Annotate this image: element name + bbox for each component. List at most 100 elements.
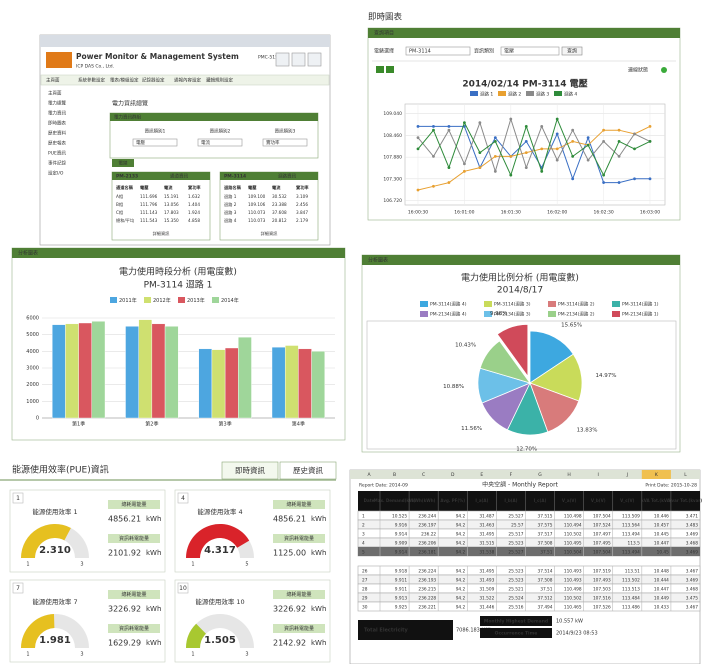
query-button[interactable] <box>561 46 583 56</box>
card-id-box <box>177 492 189 504</box>
highest-box <box>480 616 552 626</box>
series-point <box>447 166 451 169</box>
data-cell: 10.447 <box>654 586 669 592</box>
series-point <box>617 154 621 158</box>
series-point <box>478 166 482 169</box>
data-cell: 37.51 <box>540 549 553 555</box>
pie-slice <box>479 340 532 384</box>
energy-label: 資訊耗電能量 <box>284 535 314 542</box>
data-cell: 25.523 <box>508 568 523 574</box>
x-tick-label: 第3季 <box>219 421 232 428</box>
bar <box>125 326 139 419</box>
highest-label: Monthly Highest Demand <box>484 619 548 625</box>
x-tick-label: 16:03:00 <box>640 210 660 216</box>
series-point <box>432 184 435 188</box>
legend-label: 迴路 1 <box>480 91 493 98</box>
meter-button-text: 電錶 <box>119 160 128 167</box>
data-cell: 25.527 <box>508 549 523 555</box>
meter-button <box>112 159 134 167</box>
bar <box>52 324 66 419</box>
data-cell: 236.224 <box>418 568 436 574</box>
column-letter: K <box>655 472 659 478</box>
data-cell: 9.914 <box>395 549 408 555</box>
data-cell: 110.502 <box>564 531 582 537</box>
header-row <box>358 491 700 511</box>
data-cell: 107.519 <box>593 568 611 574</box>
legend-swatch <box>612 311 620 317</box>
data-cell: 107.497 <box>593 531 611 537</box>
meter-cell: A相 <box>116 193 123 200</box>
header-icon <box>291 52 306 67</box>
legend-label: PM-3114(迴路 3) <box>494 301 531 308</box>
data-cell: 31.495 <box>479 531 494 537</box>
series-line <box>417 117 651 174</box>
data-cell: 10.433 <box>654 604 669 610</box>
data-cell: 37.512 <box>537 595 552 601</box>
series-point <box>416 147 420 151</box>
header-cell: V_c(V) <box>620 498 634 503</box>
data-cell: 113.484 <box>622 595 640 601</box>
menu-item: 電表/模組設定 <box>110 77 139 84</box>
bar <box>284 345 299 419</box>
data-cell: 113.509 <box>622 513 640 519</box>
bar <box>238 336 252 419</box>
panel-header <box>12 248 345 258</box>
data-cell: 236.197 <box>418 522 436 528</box>
series-point <box>555 132 559 136</box>
series-point <box>524 166 528 169</box>
legend-swatch <box>548 301 556 307</box>
data-cell: 113.5 <box>628 540 641 546</box>
card-id-box <box>177 582 189 594</box>
slice-label: 9.98% <box>490 311 507 317</box>
sidebar-item: PUE資訊 <box>48 150 66 157</box>
legend-label: PM-2134(迴路 4) <box>430 311 467 318</box>
gauge-min: 1 <box>26 652 29 658</box>
data-cell: 37.515 <box>537 513 552 519</box>
data-cell: 9.916 <box>395 522 408 528</box>
energy-unit: kWh <box>311 549 326 557</box>
chart-subtitle: PM-3114 迴路 1 <box>144 279 213 291</box>
data-cell: 110.498 <box>564 513 582 519</box>
series-point <box>524 125 528 128</box>
pie-slice <box>529 330 574 384</box>
series-point <box>571 128 575 132</box>
energy-label-box <box>108 590 160 599</box>
print-date: Print Date: 2015-10-28 <box>645 483 697 489</box>
gauge-fill <box>186 623 206 648</box>
meter-col: 通道名稱 <box>116 184 134 191</box>
meter-cell: 3.847 <box>296 210 308 215</box>
meter-cell: C相 <box>116 209 123 216</box>
gauge-min: 1 <box>191 562 194 568</box>
data-cell: 236.244 <box>418 513 436 519</box>
chart-title: 2014/02/14 PM-3114 電壓 <box>462 78 587 90</box>
data-row <box>357 601 701 612</box>
series-point <box>648 140 652 143</box>
meter-cell: 4.858 <box>188 218 200 223</box>
report-date: Report Date: 2014-09 <box>359 483 408 489</box>
meter-cell: 111.796 <box>140 202 158 207</box>
meter-header <box>112 172 210 180</box>
gauge-label: 能源使用效率 4 <box>197 507 242 516</box>
series-point <box>432 154 435 158</box>
tab[interactable] <box>221 461 279 480</box>
menu-item: 記錄器設定 <box>142 77 165 84</box>
group-title: 電力資訊群組 <box>114 114 141 121</box>
data-cell: 31.522 <box>479 595 494 601</box>
panel-title: 查詢項目 <box>374 30 394 37</box>
legend-swatch <box>484 311 492 317</box>
energy-label: 資訊耗電能量 <box>284 625 314 632</box>
column-letter: H <box>567 472 570 478</box>
y-tick-label: 106.720 <box>383 198 402 204</box>
meter-cell: 111.543 <box>140 218 158 223</box>
data-cell: 10.445 <box>654 531 669 537</box>
slice-label: 10.88% <box>443 384 464 390</box>
series-point <box>633 132 636 136</box>
menu-item: 系統參數設定 <box>78 77 105 84</box>
data-cell: 9.909 <box>395 540 408 546</box>
gauge-min: 1 <box>191 652 194 658</box>
y-tick-label: 3000 <box>26 366 39 372</box>
tab[interactable] <box>279 461 337 480</box>
meter-cell: 2.456 <box>296 202 308 207</box>
series-point <box>447 181 451 184</box>
